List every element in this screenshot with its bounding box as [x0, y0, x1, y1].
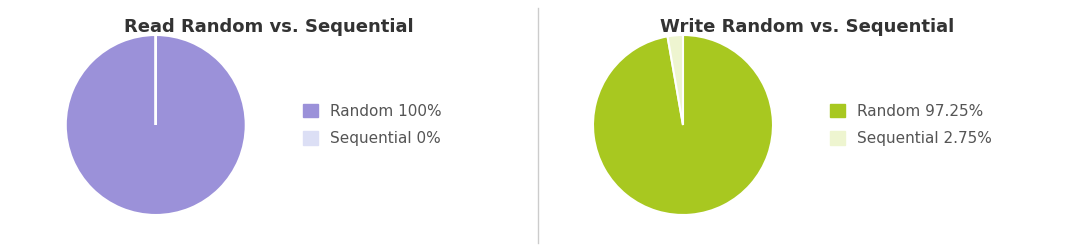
Wedge shape — [593, 35, 773, 215]
Legend: Random 97.25%, Sequential 2.75%: Random 97.25%, Sequential 2.75% — [824, 98, 999, 152]
Wedge shape — [667, 35, 683, 125]
Text: Write Random vs. Sequential: Write Random vs. Sequential — [660, 18, 954, 36]
Legend: Random 100%, Sequential 0%: Random 100%, Sequential 0% — [297, 98, 448, 152]
Wedge shape — [66, 35, 245, 215]
Text: Read Random vs. Sequential: Read Random vs. Sequential — [124, 18, 414, 36]
